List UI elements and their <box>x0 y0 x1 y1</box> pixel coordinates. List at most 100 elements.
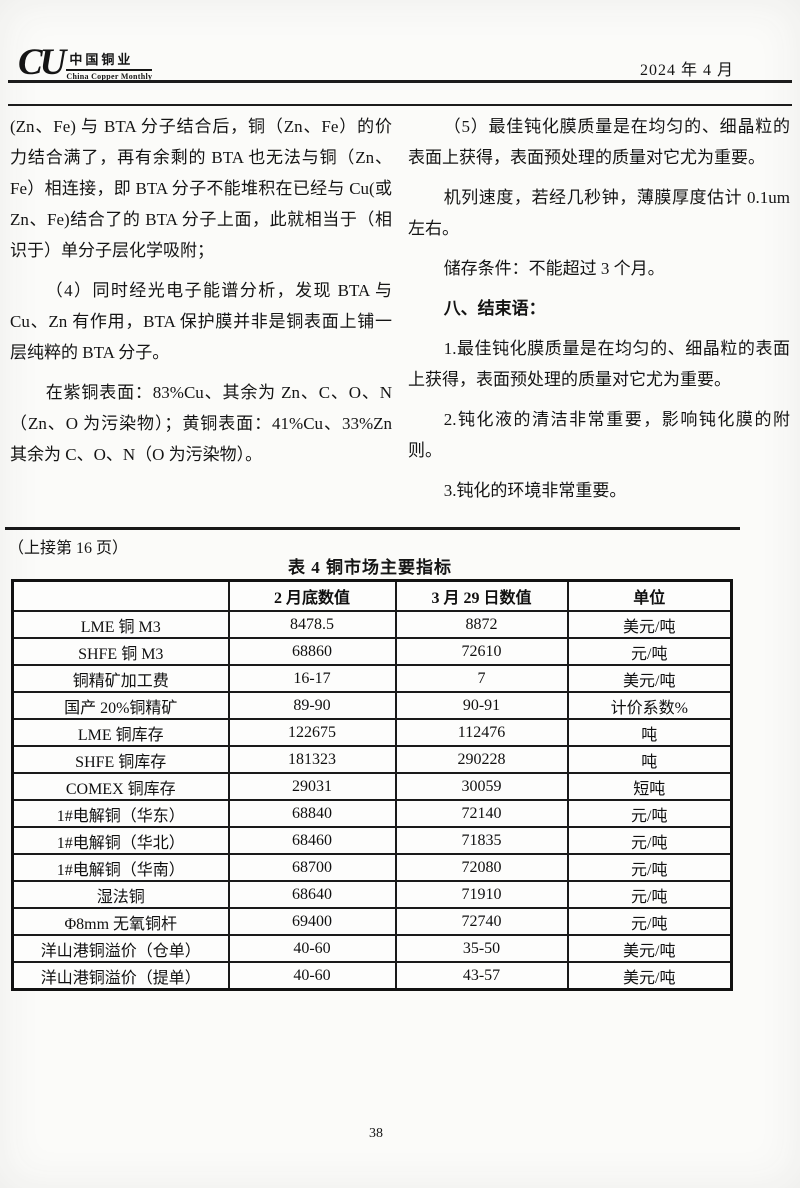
table-cell: COMEX 铜库存 <box>11 772 230 801</box>
table-header-row: 2 月底数值 3 月 29 日数值 单位 <box>11 579 733 612</box>
table-cell: SHFE 铜库存 <box>11 745 230 774</box>
table-cell: 71910 <box>394 880 569 909</box>
table-cell: 68700 <box>227 853 397 882</box>
masthead-rule-bottom <box>8 104 792 106</box>
table-row: SHFE 铜库存 181323 290228 吨 <box>11 745 733 774</box>
logo-chinese-name: 中国铜业 <box>66 52 153 71</box>
table-cell: LME 铜 M3 <box>11 610 230 639</box>
table-row: LME 铜 M3 8478.5 8872 美元/吨 <box>11 610 733 639</box>
table-row: 湿法铜 68640 71910 元/吨 <box>11 880 733 909</box>
table-cell: 美元/吨 <box>566 664 733 693</box>
table-header-cell: 单位 <box>566 579 733 612</box>
table-cell: 72740 <box>394 907 569 936</box>
table-cell: 8872 <box>394 610 569 639</box>
table-cell: 43-57 <box>394 961 569 991</box>
table-row: 洋山港铜溢价（仓单） 40-60 35-50 美元/吨 <box>11 934 733 963</box>
section-divider-rule <box>5 527 740 530</box>
table-header-cell: 2 月底数值 <box>227 579 397 612</box>
table-row: 1#电解铜（华南） 68700 72080 元/吨 <box>11 853 733 882</box>
table-cell: 68840 <box>227 799 397 828</box>
table-row: 1#电解铜（华东） 68840 72140 元/吨 <box>11 799 733 828</box>
right-column: （5）最佳钝化膜质量是在均匀的、细晶粒的表面上获得，表面预处理的质量对它尤为重要… <box>408 111 790 515</box>
table-cell: 美元/吨 <box>566 961 733 991</box>
table-cell: 8478.5 <box>227 610 397 639</box>
table-cell: 铜精矿加工费 <box>11 664 230 693</box>
table-cell: 元/吨 <box>566 880 733 909</box>
table-cell: 68460 <box>227 826 397 855</box>
table-body: LME 铜 M3 8478.5 8872 美元/吨 SHFE 铜 M3 68860 7261… <box>11 610 733 991</box>
table-cell: Φ8mm 无氧铜杆 <box>11 907 230 936</box>
logo: CU 中国铜业 China Copper Monthly <box>18 42 153 83</box>
table-cell: 72140 <box>394 799 569 828</box>
table-cell: 122675 <box>227 718 397 747</box>
table-cell: 吨 <box>566 745 733 774</box>
table-cell: 美元/吨 <box>566 934 733 963</box>
table-row: 国产 20%铜精矿 89-90 90-91 计价系数% <box>11 691 733 720</box>
table-cell: 181323 <box>227 745 397 774</box>
table-header-cell: 3 月 29 日数值 <box>394 579 569 612</box>
table-cell: 40-60 <box>227 961 397 991</box>
table-cell: 89-90 <box>227 691 397 720</box>
table-cell: 69400 <box>227 907 397 936</box>
table-cell: 112476 <box>394 718 569 747</box>
logo-english-name: China Copper Monthly <box>66 71 153 81</box>
paragraph: 机列速度，若经几秒钟，薄膜厚度估计 0.1um 左右。 <box>408 188 790 238</box>
table-cell: 吨 <box>566 718 733 747</box>
table-cell: 16-17 <box>227 664 397 693</box>
table-row: 洋山港铜溢价（提单） 40-60 43-57 美元/吨 <box>11 961 733 991</box>
table-row: 1#电解铜（华北） 68460 71835 元/吨 <box>11 826 733 855</box>
table-title: 表 4 铜市场主要指标 <box>288 558 452 577</box>
logo-wordmark: 中国铜业 China Copper Monthly <box>66 52 153 81</box>
table-cell: SHFE 铜 M3 <box>11 637 230 666</box>
paragraph: 在紫铜表面：83%Cu、其余为 Zn、C、O、N（Zn、O 为污染物）；黄铜表面… <box>10 383 392 464</box>
continuation-note: （上接第 16 页） <box>8 540 129 557</box>
paragraph: (Zn、Fe) 与 BTA 分子结合后，铜（Zn、Fe）的价力结合满了，再有余剩… <box>10 117 392 260</box>
logo-cu-monogram: CU <box>18 42 66 83</box>
page-number: 38 <box>369 1126 383 1141</box>
table-cell: 1#电解铜（华北） <box>11 826 230 855</box>
table-row: Φ8mm 无氧铜杆 69400 72740 元/吨 <box>11 907 733 936</box>
table-row: COMEX 铜库存 29031 30059 短吨 <box>11 772 733 801</box>
table-cell: 29031 <box>227 772 397 801</box>
article-body: (Zn、Fe) 与 BTA 分子结合后，铜（Zn、Fe）的价力结合满了，再有余剩… <box>10 111 790 515</box>
table-cell: 71835 <box>394 826 569 855</box>
table-cell: 1#电解铜（华南） <box>11 853 230 882</box>
table-cell: 元/吨 <box>566 853 733 882</box>
table-cell: 40-60 <box>227 934 397 963</box>
table-cell: 湿法铜 <box>11 880 230 909</box>
table-cell: 短吨 <box>566 772 733 801</box>
table-cell: 洋山港铜溢价（仓单） <box>11 934 230 963</box>
table-cell: 90-91 <box>394 691 569 720</box>
table-cell: 72080 <box>394 853 569 882</box>
copper-indicators-table: 2 月底数值 3 月 29 日数值 单位 LME 铜 M3 8478.5 8872 美元/… <box>11 579 733 991</box>
table-cell: LME 铜库存 <box>11 718 230 747</box>
table-cell: 计价系数% <box>566 691 733 720</box>
table-cell: 7 <box>394 664 569 693</box>
masthead-rule-top <box>8 80 792 83</box>
table-header-cell <box>11 579 230 612</box>
section-heading: 八、结束语： <box>443 299 546 318</box>
paragraph: 3.钝化的环境非常重要。 <box>443 481 627 500</box>
table-cell: 元/吨 <box>566 799 733 828</box>
paragraph: （4）同时经光电子能谱分析，发现 BTA 与 Cu、Zn 有作用，BTA 保护膜… <box>10 281 392 362</box>
paragraph: （5）最佳钝化膜质量是在均匀的、细晶粒的表面上获得，表面预处理的质量对它尤为重要… <box>408 117 790 167</box>
table-cell: 30059 <box>394 772 569 801</box>
table-row: SHFE 铜 M3 68860 72610 元/吨 <box>11 637 733 666</box>
table-cell: 美元/吨 <box>566 610 733 639</box>
table-cell: 35-50 <box>394 934 569 963</box>
left-column: (Zn、Fe) 与 BTA 分子结合后，铜（Zn、Fe）的价力结合满了，再有余剩… <box>10 111 392 515</box>
paragraph: 1.最佳钝化膜质量是在均匀的、细晶粒的表面上获得，表面预处理的质量对它尤为重要。 <box>408 339 790 389</box>
table-cell: 68860 <box>227 637 397 666</box>
table-cell: 元/吨 <box>566 907 733 936</box>
table-cell: 290228 <box>394 745 569 774</box>
paragraph: 2.钝化液的清洁非常重要，影响钝化膜的附则。 <box>408 410 790 460</box>
table-cell: 元/吨 <box>566 637 733 666</box>
table-cell: 洋山港铜溢价（提单） <box>11 961 230 991</box>
table-cell: 72610 <box>394 637 569 666</box>
table-cell: 68640 <box>227 880 397 909</box>
paragraph: 储存条件：不能超过 3 个月。 <box>443 259 665 278</box>
table-cell: 1#电解铜（华东） <box>11 799 230 828</box>
issue-date: 2024 年 4 月 <box>639 62 734 79</box>
table-row: 铜精矿加工费 16-17 7 美元/吨 <box>11 664 733 693</box>
